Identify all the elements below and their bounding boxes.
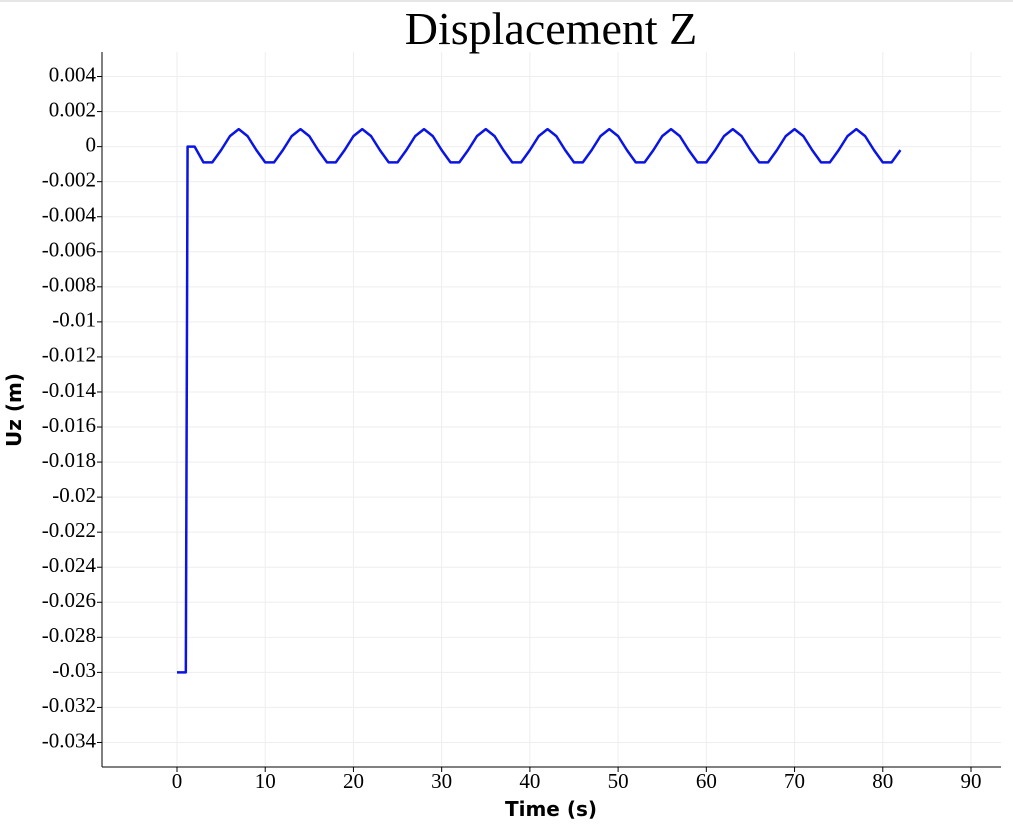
y-tick-label: -0.028 [42,623,96,647]
y-tick-label: -0.004 [42,203,97,227]
y-tick-label: -0.008 [42,273,96,297]
y-tick-label: -0.034 [42,728,97,752]
y-tick-label: -0.03 [52,658,96,682]
y-tick-label: -0.006 [42,238,96,262]
y-tick-label: -0.02 [52,483,96,507]
x-tick-label: 70 [784,769,805,793]
x-tick-label: 80 [872,769,893,793]
x-tick-label: 90 [961,769,982,793]
y-tick-label: 0.002 [49,97,96,121]
y-tick-label: -0.012 [42,343,96,367]
y-tick-label: -0.026 [42,588,96,612]
x-tick-label: 30 [431,769,452,793]
x-axis-label: Time (s) [505,797,597,821]
y-tick-label: -0.032 [42,693,96,717]
y-tick-label: -0.018 [42,448,96,472]
x-tick-label: 0 [172,769,183,793]
data-line [176,127,902,674]
y-tick-label: -0.024 [42,553,97,577]
x-tick-label: 10 [255,769,276,793]
y-tick-label: -0.022 [42,518,96,542]
y-tick-label: 0 [86,132,97,156]
y-tick-label: -0.002 [42,167,96,191]
x-tick-label: 20 [343,769,364,793]
y-axis-label: Uz (m) [2,373,26,447]
y-tick-label: -0.016 [42,413,96,437]
y-tick-label: -0.01 [52,308,96,332]
y-tick-label: -0.014 [42,378,97,402]
x-tick-label: 40 [519,769,540,793]
chart-title: Displacement Z [405,3,698,54]
y-tick-label: 0.004 [49,62,97,86]
x-tick-label: 50 [608,769,629,793]
x-tick-label: 60 [696,769,717,793]
